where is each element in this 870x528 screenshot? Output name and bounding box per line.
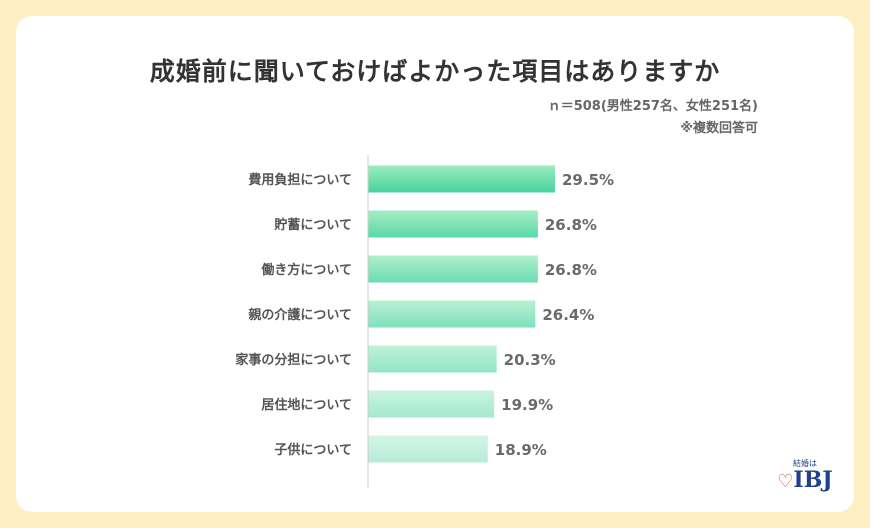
bar (368, 210, 538, 238)
bar (368, 300, 536, 328)
bar (368, 435, 488, 463)
bar (368, 390, 495, 418)
category-label: 費用負担について (248, 172, 352, 188)
category-label: 親の介護について (248, 307, 352, 323)
category-label: 貯蓄について (274, 217, 352, 233)
heart-icon: ♡ (777, 471, 794, 492)
value-label: 19.9% (501, 396, 553, 414)
value-label: 26.8% (545, 261, 597, 279)
bar (368, 255, 538, 283)
category-label: 居住地について (261, 397, 352, 413)
value-label: 18.9% (495, 441, 547, 459)
logo-tagline: 結婚は (793, 459, 817, 468)
value-label: 20.3% (504, 351, 556, 369)
bar (368, 165, 555, 193)
multiple-answer-note: ※複数回答可 (680, 121, 758, 136)
ibj-logo: 結婚は ♡IBJ (775, 458, 835, 493)
bar (368, 345, 497, 373)
chart-title: 成婚前に聞いておけばよかった項目はありますか (149, 57, 721, 86)
value-label: 29.5% (562, 171, 614, 189)
category-label: 子供について (274, 442, 352, 458)
value-label: 26.8% (545, 216, 597, 234)
value-label: 26.4% (542, 306, 594, 324)
sample-size: ｎ＝508(男性257名、女性251名) (547, 99, 758, 114)
category-label: 家事の分担について (235, 352, 352, 368)
category-label: 働き方について (260, 262, 352, 278)
logo-text: IBJ (793, 467, 833, 493)
